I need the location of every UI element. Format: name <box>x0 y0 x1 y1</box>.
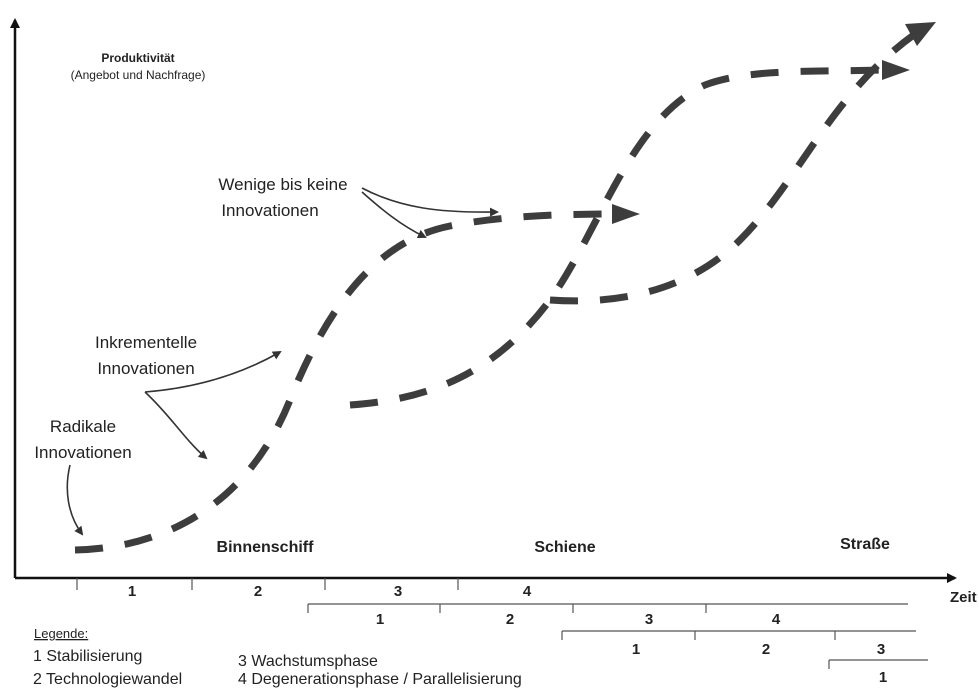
mode-label-strasse: Straße <box>840 536 890 553</box>
y-axis-title: Produktivität <box>101 51 174 65</box>
phase-label: 4 <box>772 611 781 628</box>
x-axis-label: Zeit <box>950 589 977 606</box>
annotation-incremental-line1: Inkrementelle <box>95 333 197 352</box>
phase-label: 3 <box>877 641 885 658</box>
legend-item: 2 Technologiewandel <box>33 671 182 688</box>
phase-label: 2 <box>254 583 262 600</box>
pointer-incremental-up <box>144 351 282 393</box>
pointer-radical <box>66 464 84 536</box>
annotation-radical-line1: Radikale <box>50 417 116 436</box>
curve-binnenschiff-arrowhead <box>612 204 640 224</box>
mode-label-schiene: Schiene <box>534 539 595 556</box>
legend-title: Legende: <box>34 626 88 641</box>
y-axis-subtitle: (Angebot und Nachfrage) <box>71 68 206 82</box>
pointer-few-to-plateau <box>361 187 499 217</box>
timeline-strasse: 1 2 3 1 <box>561 630 928 686</box>
phase-label: 1 <box>632 641 640 658</box>
curve-strasse <box>549 31 918 305</box>
phase-label: 1 <box>376 611 384 628</box>
phase-label: 3 <box>645 611 653 628</box>
timeline-binnenschiff: 1 2 3 4 <box>76 578 532 600</box>
legend-item: 4 Degenerationsphase / Parallelisierung <box>238 671 522 688</box>
legend: Legende: 1 Stabilisierung 2 Technologiew… <box>33 626 522 688</box>
phase-label: 1 <box>128 583 136 600</box>
phase-label: 2 <box>762 641 770 658</box>
curve-schiene <box>349 66 886 409</box>
legend-item: 1 Stabilisierung <box>33 648 142 665</box>
phase-label: 1 <box>879 669 887 686</box>
phase-label: 4 <box>523 583 532 600</box>
curve-schiene-arrowhead <box>882 60 910 80</box>
annotation-few-line1: Wenige bis keine <box>218 175 347 194</box>
annotation-radical-line2: Innovationen <box>34 443 131 462</box>
curve-strasse-arrowhead <box>905 22 936 46</box>
timeline-schiene: 1 2 3 4 <box>307 603 908 628</box>
phase-label: 2 <box>506 611 514 628</box>
curve-binnenschiff <box>74 210 616 554</box>
pointer-few-to-curve <box>361 191 427 239</box>
legend-item: 3 Wachstumsphase <box>238 653 378 670</box>
annotation-incremental-line2: Innovationen <box>97 359 194 378</box>
pointer-incremental-down <box>144 391 208 460</box>
annotation-few-line2: Innovationen <box>221 201 318 220</box>
mode-label-binnenschiff: Binnenschiff <box>217 539 315 556</box>
phase-label: 3 <box>394 583 402 600</box>
